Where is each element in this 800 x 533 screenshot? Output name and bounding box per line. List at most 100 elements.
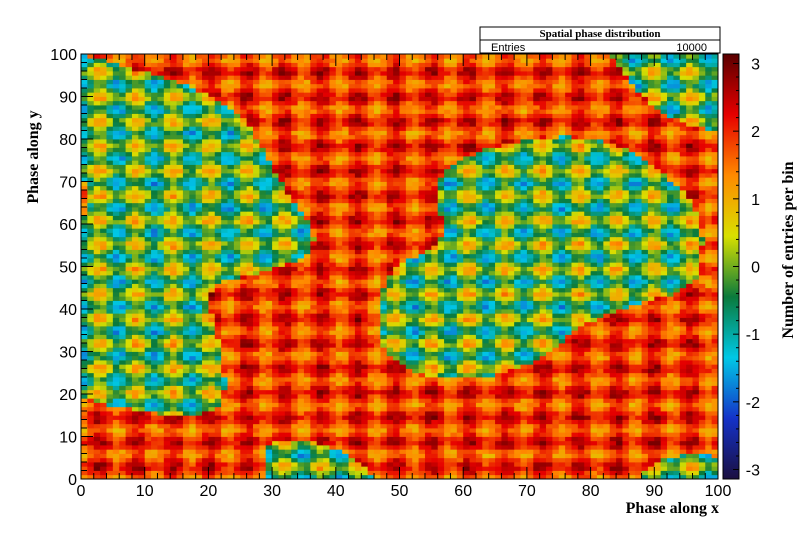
- heat-cell: [278, 347, 286, 352]
- heat-cell: [81, 266, 88, 272]
- heat-cell: [335, 279, 343, 284]
- heat-cell: [520, 355, 528, 361]
- heat-cell: [272, 270, 279, 276]
- heat-cell: [546, 449, 553, 454]
- heat-cell: [303, 377, 311, 382]
- heat-cell: [692, 355, 700, 361]
- heat-cell: [151, 368, 158, 374]
- heat-cell: [100, 470, 107, 476]
- heat-cell: [514, 466, 521, 471]
- heat-cell: [482, 270, 490, 276]
- heat-cell: [552, 313, 560, 318]
- heat-cell: [310, 419, 318, 425]
- heat-cell: [374, 411, 381, 416]
- heat-cell: [584, 453, 591, 459]
- heat-cell: [163, 347, 171, 352]
- heat-cell: [252, 292, 260, 297]
- heat-cell: [93, 300, 101, 306]
- heat-cell: [151, 351, 158, 357]
- heat-cell: [125, 453, 133, 459]
- heat-cell: [546, 432, 553, 437]
- heat-cell: [475, 398, 483, 403]
- heat-cell: [444, 334, 451, 340]
- heat-cell: [252, 377, 260, 382]
- heat-cell: [170, 313, 177, 318]
- heat-cell: [342, 402, 349, 408]
- heat-cell: [252, 364, 260, 369]
- heat-cell: [246, 317, 254, 323]
- heat-cell: [444, 470, 451, 476]
- heat-cell: [418, 406, 426, 412]
- heat-cell: [475, 343, 483, 348]
- heat-cell: [144, 326, 152, 331]
- heat-cell: [590, 296, 598, 301]
- heat-cell: [482, 415, 490, 420]
- heat-cell: [246, 334, 254, 340]
- heat-cell: [361, 292, 369, 297]
- heat-cell: [482, 449, 490, 454]
- heat-cell: [539, 466, 547, 471]
- heat-cell: [482, 313, 490, 318]
- heat-cell: [571, 419, 579, 425]
- heat-cell: [227, 317, 235, 323]
- heat-cell: [667, 419, 674, 425]
- heat-cell: [692, 428, 700, 433]
- heat-cell: [590, 266, 598, 272]
- heat-cell: [475, 436, 483, 442]
- heat-cell: [507, 445, 515, 450]
- heat-cell: [424, 411, 432, 416]
- heat-cell: [475, 377, 483, 382]
- heat-cell: [246, 423, 254, 429]
- heat-cell: [106, 419, 114, 425]
- heat-cell: [431, 449, 439, 454]
- heat-cell: [374, 402, 381, 408]
- heat-cell: [577, 470, 585, 476]
- heat-cell: [469, 347, 477, 352]
- heat-cell: [616, 415, 623, 420]
- heat-cell: [571, 330, 579, 335]
- heat-cell: [622, 275, 630, 280]
- heat-cell: [227, 283, 235, 289]
- heat-cell: [705, 415, 713, 420]
- heat-cell: [558, 326, 566, 331]
- heat-cell: [259, 453, 267, 459]
- heat-cell: [654, 428, 662, 433]
- heat-cell: [119, 377, 126, 382]
- heat-cell: [424, 317, 432, 323]
- heat-cell: [437, 432, 445, 437]
- heat-cell: [628, 338, 636, 344]
- heat-cell: [482, 351, 490, 357]
- heat-cell: [125, 385, 133, 391]
- heat-cell: [246, 402, 254, 408]
- heat-cell: [278, 355, 286, 361]
- heat-cell: [291, 283, 298, 289]
- heat-cell: [151, 372, 158, 378]
- heat-cell: [679, 313, 687, 318]
- heat-cell: [303, 343, 311, 348]
- heat-cell: [565, 372, 572, 378]
- heat-cell: [297, 406, 305, 412]
- heat-cell: [405, 415, 413, 420]
- heat-cell: [679, 287, 687, 293]
- heat-cell: [437, 462, 445, 467]
- heat-cell: [488, 343, 496, 348]
- heat-cell: [584, 381, 591, 386]
- heat-cell: [558, 309, 566, 314]
- heat-cell: [272, 466, 279, 471]
- heat-cell: [354, 368, 362, 374]
- heat-cell: [214, 292, 222, 297]
- heat-cell: [596, 309, 604, 314]
- heat-cell: [214, 360, 222, 365]
- heat-cell: [507, 453, 515, 459]
- heat-cell: [119, 360, 126, 365]
- heat-cell: [202, 364, 209, 369]
- heat-cell: [590, 381, 598, 386]
- heat-cell: [679, 296, 687, 301]
- heat-cell: [616, 432, 623, 437]
- heat-cell: [533, 292, 541, 297]
- heat-cell: [272, 292, 279, 297]
- heat-cell: [705, 470, 713, 476]
- heat-cell: [558, 368, 566, 374]
- heat-cell: [151, 338, 158, 344]
- heat-cell: [482, 266, 490, 272]
